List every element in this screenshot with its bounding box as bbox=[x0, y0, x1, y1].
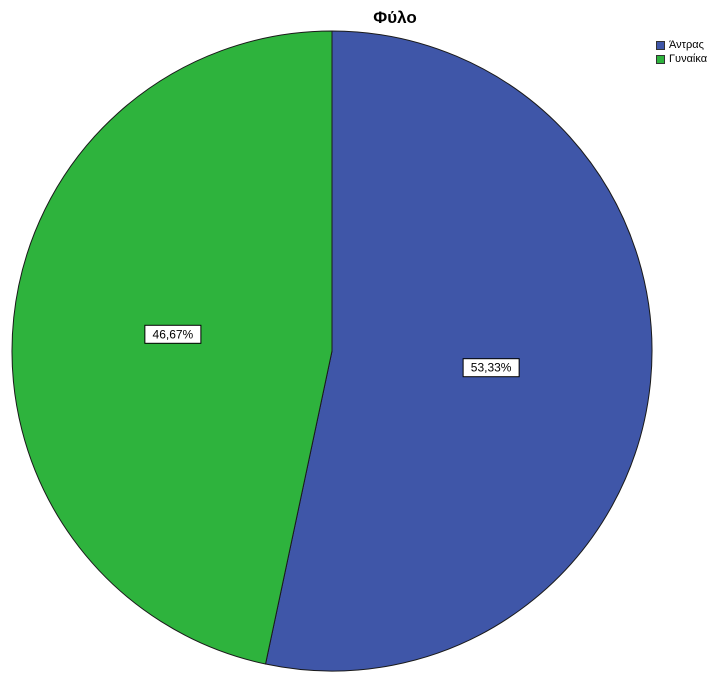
legend: Άντρας Γυναίκα bbox=[656, 38, 707, 66]
slice-label-female: 46,67% bbox=[144, 324, 202, 344]
legend-item-female: Γυναίκα bbox=[656, 52, 707, 66]
svg-text:46,67%: 46,67% bbox=[153, 327, 194, 341]
pie-slice-female bbox=[11, 30, 333, 665]
legend-label-male: Άντρας bbox=[669, 39, 704, 51]
pie-slice-male bbox=[264, 30, 653, 672]
chart-title: Φύλο bbox=[373, 8, 417, 27]
legend-swatch-male bbox=[656, 40, 665, 50]
legend-label-female: Γυναίκα bbox=[669, 53, 708, 65]
legend-swatch-female bbox=[656, 54, 665, 64]
svg-text:53,33%: 53,33% bbox=[471, 361, 512, 375]
legend-item-male: Άντρας bbox=[656, 38, 707, 52]
slice-label-male: 53,33% bbox=[462, 358, 520, 378]
